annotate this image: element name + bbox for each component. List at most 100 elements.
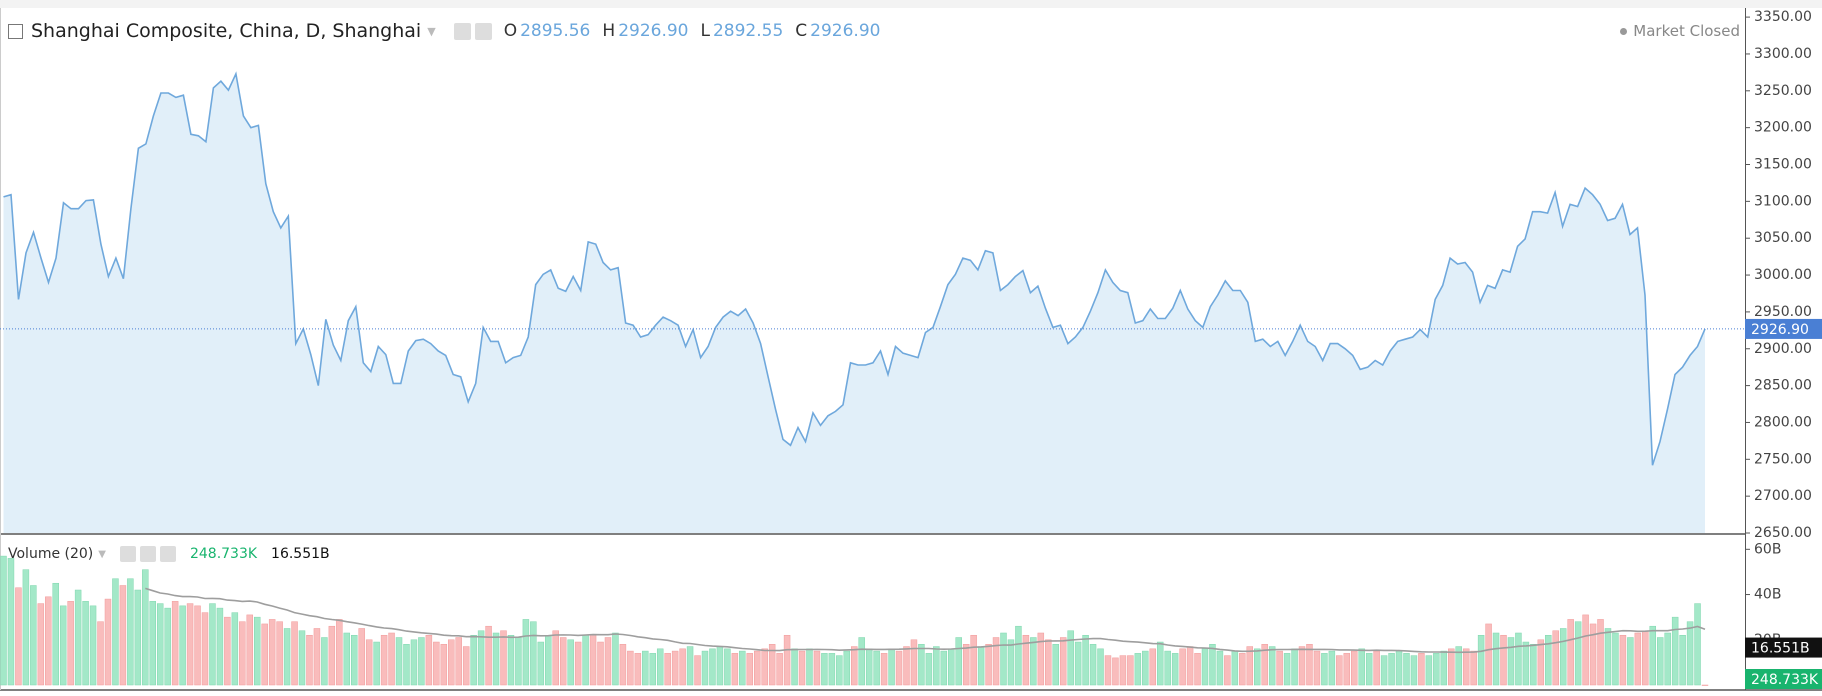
y-tick-label: 3000.00 bbox=[1754, 267, 1812, 283]
volume-bar bbox=[836, 655, 843, 686]
volume-bar bbox=[948, 648, 955, 686]
volume-bar bbox=[649, 653, 656, 686]
volume-bar bbox=[1455, 646, 1462, 686]
volume-bar bbox=[52, 582, 59, 686]
volume-last-label: 248.733K bbox=[1751, 672, 1819, 688]
volume-bar bbox=[59, 605, 67, 686]
volume-bar bbox=[851, 646, 858, 686]
volume-bar bbox=[1015, 625, 1022, 686]
volume-bar bbox=[1328, 650, 1336, 686]
volume-bar bbox=[1537, 639, 1545, 686]
volume-bar bbox=[522, 619, 530, 686]
eye-icon[interactable] bbox=[119, 546, 136, 562]
collapse-icon[interactable] bbox=[8, 23, 23, 39]
dropdown-arrow[interactable]: ▼ bbox=[427, 24, 436, 38]
volume-bar bbox=[433, 641, 440, 686]
volume-bar bbox=[1142, 650, 1149, 686]
volume-bar bbox=[1112, 657, 1119, 686]
volume-bar bbox=[343, 632, 351, 686]
volume-bar bbox=[45, 596, 52, 686]
volume-bar bbox=[1239, 653, 1246, 686]
volume-bar bbox=[1433, 653, 1440, 686]
volume-bar bbox=[1664, 632, 1671, 686]
volume-bar bbox=[1686, 621, 1694, 686]
volume-bar bbox=[448, 639, 455, 686]
volume-bar bbox=[418, 637, 425, 686]
volume-bar bbox=[888, 648, 895, 686]
volume-bar bbox=[925, 653, 933, 686]
y-tick-label: 3200.00 bbox=[1754, 120, 1812, 136]
volume-bar bbox=[1321, 653, 1328, 686]
volume-bar bbox=[298, 630, 306, 686]
volume-bar bbox=[1642, 630, 1649, 686]
volume-bar bbox=[1283, 653, 1291, 686]
ohlc-value: 2926.90 bbox=[810, 21, 881, 41]
volume-bar bbox=[821, 653, 828, 686]
volume-bar bbox=[194, 605, 201, 686]
volume-bar bbox=[1418, 653, 1425, 686]
volume-ma-label: 16.551B bbox=[1751, 641, 1810, 657]
volume-bar bbox=[231, 612, 239, 686]
volume-bar bbox=[858, 637, 865, 686]
volume-bar bbox=[142, 569, 149, 686]
volume-bar bbox=[1224, 655, 1231, 686]
price-line bbox=[3, 71, 1706, 466]
last-price-label: 2926.90 bbox=[1751, 322, 1809, 338]
volume-bar bbox=[1231, 650, 1239, 686]
volume-bar bbox=[1007, 639, 1015, 686]
last-price-label-bg bbox=[1745, 318, 1822, 339]
volume-bar bbox=[1559, 628, 1567, 686]
volume-bar bbox=[470, 634, 477, 686]
eye-icon[interactable] bbox=[453, 22, 471, 40]
volume-bar bbox=[1037, 632, 1045, 686]
volume-bar bbox=[671, 650, 679, 686]
volume-bar bbox=[627, 650, 634, 686]
volume-bar bbox=[1067, 630, 1074, 686]
volume-bar bbox=[477, 630, 485, 686]
volume-bar bbox=[112, 578, 119, 686]
volume-bar bbox=[843, 650, 851, 686]
volume-bar bbox=[1254, 648, 1261, 686]
volume-bar bbox=[716, 646, 724, 686]
symbol-title[interactable]: Shanghai Composite, China, D, Shanghai bbox=[31, 20, 422, 42]
volume-bar bbox=[395, 637, 403, 686]
dropdown-arrow[interactable]: ▼ bbox=[98, 548, 106, 560]
volume-bar bbox=[1597, 619, 1604, 686]
volume-bar bbox=[22, 569, 30, 686]
volume-bar bbox=[1186, 646, 1194, 686]
volume-bar bbox=[321, 637, 328, 686]
y-tick-label: 2850.00 bbox=[1754, 378, 1812, 394]
volume-bar bbox=[985, 644, 992, 686]
volume-bar bbox=[1500, 634, 1507, 686]
volume-bar bbox=[104, 598, 112, 686]
volume-bar bbox=[880, 653, 888, 686]
volume-bar bbox=[634, 653, 642, 686]
volume-bar bbox=[89, 605, 97, 686]
volume-bar bbox=[164, 607, 171, 686]
y-tick-label: 2900.00 bbox=[1754, 341, 1812, 357]
volume-bar bbox=[358, 628, 365, 686]
volume-bar bbox=[739, 650, 746, 686]
ohlc: O 2895.56 H 2926.90 L 2892.55 C 2926.90 bbox=[492, 21, 881, 41]
y-tick-label: 3300.00 bbox=[1754, 46, 1812, 62]
volume-bar bbox=[582, 634, 589, 686]
volume-header: Volume (20) ▼ 248.733K 16.551B bbox=[8, 546, 330, 562]
volume-bar bbox=[485, 625, 492, 686]
price-area bbox=[3, 73, 1705, 534]
y-tick-label: 2800.00 bbox=[1754, 414, 1812, 430]
volume-bar bbox=[1604, 628, 1612, 686]
volume-bar bbox=[1567, 619, 1574, 686]
volume-bar bbox=[1127, 655, 1134, 686]
volume-bar bbox=[1701, 684, 1709, 686]
settings-icon[interactable] bbox=[139, 546, 156, 562]
volume-bar bbox=[30, 585, 37, 686]
volume-ma-value: 16.551B bbox=[271, 546, 330, 562]
volume-title[interactable]: Volume (20) bbox=[8, 546, 94, 562]
volume-bar bbox=[1074, 641, 1082, 686]
settings-icon[interactable] bbox=[474, 22, 492, 40]
volume-bar bbox=[440, 644, 448, 686]
close-icon[interactable] bbox=[159, 546, 176, 562]
volume-bar bbox=[291, 621, 298, 686]
volume-bar bbox=[992, 637, 1000, 686]
